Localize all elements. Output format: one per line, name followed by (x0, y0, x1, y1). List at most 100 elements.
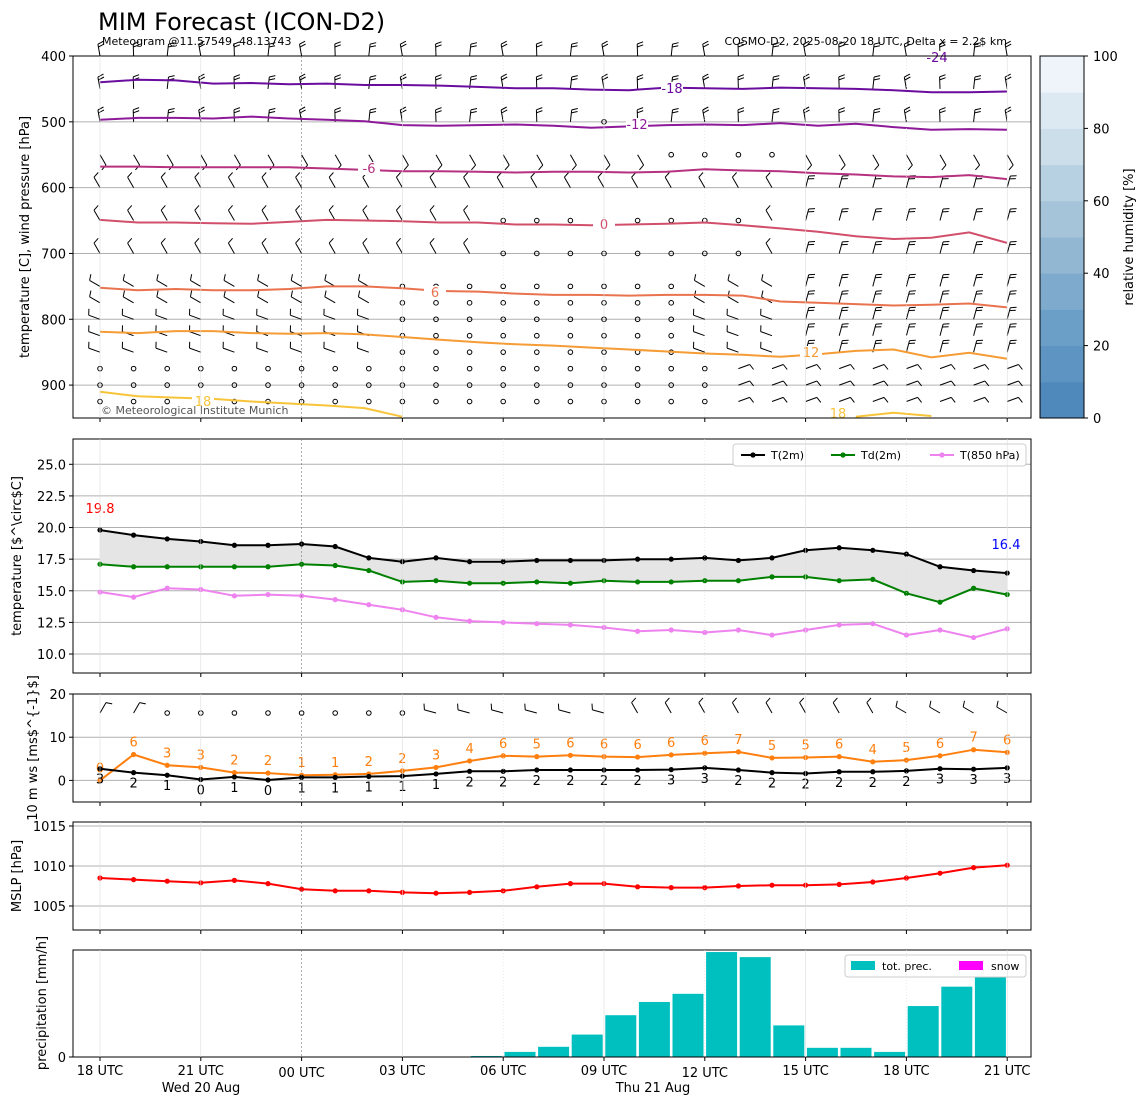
temperature-point (534, 579, 540, 585)
wind-barb-calm (634, 365, 641, 372)
mean-wind-value-label: 2 (768, 777, 776, 792)
temperature-frame (72, 438, 1032, 674)
wind-barb (693, 325, 705, 337)
wind-barb-calm (534, 365, 540, 372)
wind-barb (97, 40, 105, 57)
temperature-point (131, 594, 137, 600)
y-tick-label: 900 (41, 379, 66, 394)
wind-barb-calm (466, 300, 473, 306)
mslp-panel: 1005 1010 1015 MSLP [hPa] (10, 820, 1032, 931)
y-tick-label: 0 (58, 774, 66, 789)
wind-barb (765, 237, 773, 254)
wind-barb (872, 364, 889, 370)
wind-barb-calm (298, 382, 305, 388)
gust-point (937, 753, 943, 759)
legend-swatch (959, 961, 983, 970)
wind-barb-calm (634, 283, 641, 290)
temperature-y-axis: 10.0 12.5 15.0 17.5 20.0 22.5 25.0 (37, 458, 73, 663)
temperature-point (769, 632, 775, 638)
wind-barb-calm (534, 300, 540, 306)
wind-barb (323, 341, 336, 353)
wind-barb-calm (500, 316, 507, 323)
wind-barb-calm (500, 365, 507, 372)
wind-barb (693, 308, 705, 320)
wind-barb (99, 702, 113, 714)
wind-barb (256, 308, 269, 320)
wind-barb-calm (534, 349, 540, 355)
y-tick-label: 20.0 (37, 522, 66, 537)
legend-label: tot. prec. (882, 960, 932, 973)
temperature-point (903, 632, 910, 638)
mslp-point (366, 888, 372, 894)
temperature-series (97, 527, 1010, 641)
wind-y-label: 10 m ws [ms$^{-1}$] (26, 675, 41, 821)
wind-barb (290, 274, 302, 287)
wind-barb (368, 75, 377, 89)
mslp-point (467, 889, 473, 896)
profile-wind-barbs (88, 40, 1023, 405)
wind-barb (357, 290, 370, 304)
mean-wind-value-label: 3 (701, 772, 709, 787)
temperature-point (735, 578, 742, 584)
wind-barb (771, 108, 780, 122)
date-label-thu: Thu 21 Aug (615, 1081, 691, 1096)
wind-barb (223, 274, 235, 287)
wind-barb (156, 274, 168, 287)
isotherm-label: 12 (803, 346, 820, 361)
wind-barb (805, 154, 813, 171)
wind-barb (832, 697, 840, 714)
isotherm-label: -18 (661, 82, 682, 97)
wind-barb (973, 396, 990, 403)
wind-barb (463, 237, 471, 254)
wind-barb (973, 380, 990, 387)
gust-value-label: 7 (969, 731, 977, 746)
wind-barb (435, 107, 442, 122)
wind-barb (838, 41, 845, 57)
wind-barb-calm (567, 398, 574, 405)
wind-barb (1007, 364, 1023, 370)
mean-wind-value-label: 0 (264, 784, 272, 799)
colorbar-tick-label: 60 (1093, 195, 1110, 210)
wind-barb (839, 396, 855, 403)
wind-barb (905, 290, 916, 303)
wind-barb (973, 108, 982, 122)
wind-barb (535, 41, 543, 57)
time-axis: 18 UTC 21 UTC 00 UTC 03 UTC 06 UTC 09 UTC 12 U… (77, 56, 1030, 1081)
wind-barb-calm (534, 398, 540, 405)
isotherm-line (99, 78, 1008, 94)
legend-box (732, 443, 1027, 467)
isotherm-label-bg (827, 407, 849, 420)
mslp-point (433, 890, 439, 896)
mean-wind-value-label: 1 (331, 781, 339, 796)
mean-wind-point (903, 768, 910, 774)
wind-barb (771, 42, 780, 57)
legend-marker (939, 452, 945, 458)
wind-barb (132, 107, 140, 122)
wind-barb (160, 172, 168, 188)
y-tick-label: 500 (41, 116, 66, 131)
wind-barb-calm (298, 365, 305, 372)
wind-barb (500, 106, 508, 122)
y-tick-label: 12.5 (37, 616, 66, 631)
gust-value-label: 2 (230, 754, 238, 769)
temperature-line (99, 563, 1008, 604)
mean-wind-point (366, 773, 372, 780)
wind-barb (799, 697, 807, 714)
legend-box (844, 954, 1027, 978)
colorbar-cell (1040, 164, 1084, 202)
mean-wind-value-label: 1 (163, 779, 171, 794)
wind-barb-calm (332, 710, 339, 716)
precipitation-bar (638, 1001, 670, 1057)
wind-barb (1006, 290, 1017, 303)
wind-barb-calm (668, 365, 675, 372)
temperature-point (332, 562, 338, 569)
wind-barb (1006, 323, 1017, 336)
wind-barb (233, 107, 241, 122)
precipitation-bar (840, 1047, 872, 1057)
colorbar-tick-label: 20 (1093, 340, 1110, 355)
wind-barb (189, 341, 201, 353)
wind-barb (395, 172, 403, 188)
wind-barb (872, 108, 881, 122)
wind-barb (97, 106, 105, 122)
wind-barb (905, 339, 916, 353)
